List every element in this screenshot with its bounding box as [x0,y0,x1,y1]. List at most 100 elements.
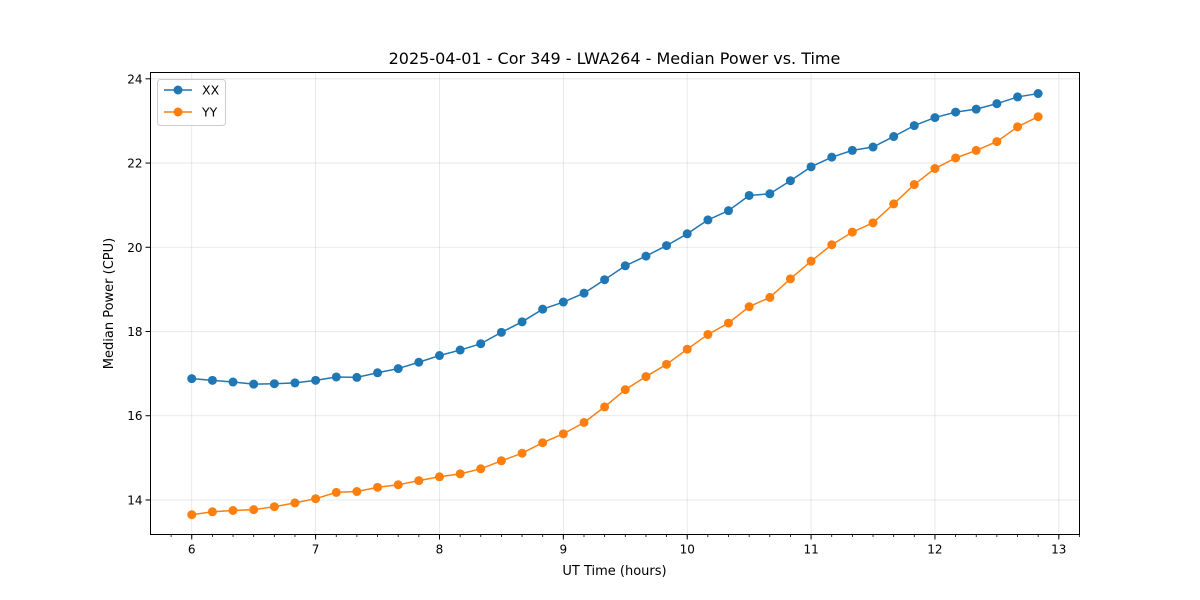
x-axis-label: UT Time (hours) [562,564,666,579]
data-point-xx [723,206,733,216]
data-point-xx [228,377,238,387]
data-point-yy [476,464,486,474]
data-point-xx [207,375,217,385]
data-point-xx [889,132,899,142]
x-tick-label: 11 [803,543,818,557]
plot-frame [150,72,1080,535]
data-point-yy [207,507,217,517]
data-point-yy [331,487,341,497]
data-point-yy [868,218,878,228]
data-point-yy [1033,112,1043,122]
data-point-yy [311,494,321,504]
data-point-xx [620,261,630,271]
data-point-yy [641,372,651,382]
data-point-xx [414,357,424,367]
data-point-yy [249,505,259,515]
data-point-xx [1013,92,1023,102]
data-point-xx [187,374,197,384]
data-point-yy [971,145,981,155]
data-point-yy [228,505,238,515]
data-point-yy [744,302,754,312]
data-point-xx [517,317,527,327]
y-tick-label: 16 [127,409,142,423]
data-point-yy [269,502,279,512]
data-point-xx [971,104,981,114]
chart-title: 2025-04-01 - Cor 349 - LWA264 - Median P… [389,49,841,68]
y-axis: 14 16 18 20 22 24 [127,72,151,507]
data-point-yy [558,429,568,439]
data-point-xx [538,304,548,314]
x-tick-label: 8 [436,543,444,557]
legend-marker-yy [173,107,183,117]
data-point-xx [249,379,259,389]
data-point-yy [187,510,197,520]
x-tick-label: 12 [927,543,942,557]
data-point-xx [373,368,383,378]
data-point-yy [434,472,444,482]
x-tick-label: 9 [560,543,568,557]
data-point-xx [434,351,444,361]
x-tick-label: 7 [312,543,320,557]
data-point-yy [703,329,713,339]
data-point-xx [579,288,589,298]
data-point-yy [373,482,383,492]
data-point-yy [1013,122,1023,132]
data-point-yy [909,180,919,190]
data-point-yy [723,318,733,328]
legend: XX YY [157,79,226,126]
data-point-xx [930,113,940,123]
data-point-xx [496,327,506,337]
data-point-yy [517,448,527,458]
data-point-xx [992,99,1002,109]
data-point-yy [765,292,775,302]
data-point-yy [352,487,362,497]
series-layer [187,89,1043,520]
data-point-yy [930,164,940,174]
data-point-yy [620,385,630,395]
x-axis: 6 7 8 9 10 11 12 13 [170,534,1080,557]
y-axis-label: Median Power (CPU) [102,238,117,369]
data-point-xx [352,372,362,382]
data-point-xx [765,189,775,199]
data-point-xx [847,145,857,155]
data-point-xx [827,152,837,162]
data-point-yy [662,359,672,369]
data-point-yy [414,476,424,486]
data-point-yy [538,438,548,448]
y-tick-label: 24 [127,72,142,86]
data-point-xx [951,107,961,117]
data-point-yy [847,227,857,237]
data-point-xx [785,176,795,186]
x-tick-label: 10 [680,543,695,557]
data-point-xx [476,339,486,349]
data-point-xx [290,378,300,388]
data-point-yy [806,256,816,266]
x-tick-label: 13 [1051,543,1066,557]
data-point-xx [868,142,878,152]
legend-marker-xx [173,85,183,95]
data-point-yy [785,274,795,284]
data-point-yy [579,417,589,427]
data-point-yy [682,344,692,354]
data-point-xx [558,297,568,307]
data-point-yy [455,469,465,479]
data-point-xx [600,275,610,285]
y-tick-label: 20 [127,241,142,255]
data-point-xx [662,241,672,251]
y-tick-label: 22 [127,157,142,171]
data-point-yy [992,137,1002,147]
data-point-xx [909,121,919,131]
data-point-yy [889,199,899,209]
data-point-xx [269,379,279,389]
y-tick-label: 14 [127,493,142,507]
data-point-xx [641,251,651,261]
data-point-yy [496,456,506,466]
data-point-xx [1033,89,1043,99]
data-point-xx [331,372,341,382]
data-point-xx [682,229,692,239]
y-tick-label: 18 [127,325,142,339]
data-point-xx [744,190,754,200]
data-point-xx [455,345,465,355]
legend-label-xx: XX [202,83,220,98]
